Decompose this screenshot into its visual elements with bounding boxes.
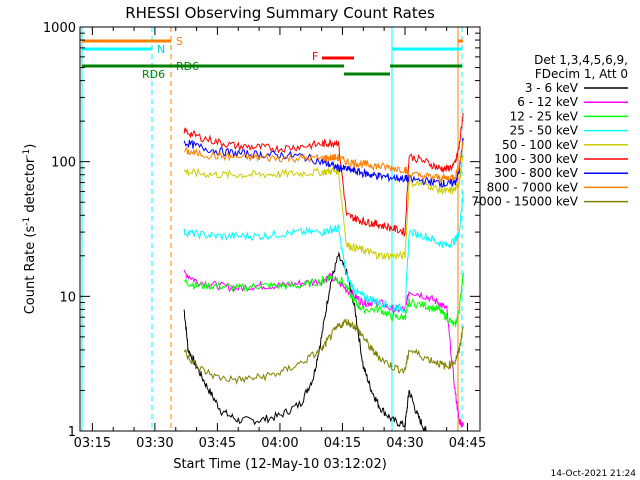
y-axis-label-sup2: -1	[22, 149, 32, 158]
x-tick-label-2: 03:45	[199, 436, 236, 451]
series-line-0	[183, 251, 427, 432]
y-tick-label-2: 100	[51, 156, 76, 171]
axes-frame	[79, 26, 481, 432]
series-line-5	[183, 112, 464, 238]
y-axis-label-part1: Count Rate (s	[23, 226, 38, 315]
series-line-4	[183, 154, 464, 262]
y-tick-label-3: 1000	[43, 21, 76, 36]
x-tick-label-5: 04:30	[386, 436, 423, 451]
y-tick-label-0: 1	[68, 425, 76, 440]
x-tick-label-0: 03:15	[74, 436, 111, 451]
x-tick-label-6: 04:45	[449, 436, 486, 451]
legend-label-1: 6 - 12 keV	[517, 95, 579, 109]
series-line-7	[183, 141, 464, 183]
series-line-2	[183, 272, 464, 328]
series-line-6	[183, 137, 464, 188]
legend-header-line2: FDecim 1, Att 0	[535, 67, 628, 81]
legend-label-6: 300 - 800 keV	[494, 166, 578, 180]
legend-label-7: 800 - 7000 keV	[487, 180, 579, 194]
legend-label-3: 25 - 50 keV	[510, 124, 579, 138]
legend-label-2: 12 - 25 keV	[510, 109, 579, 123]
x-axis-label: Start Time (12-May-10 03:12:02)	[173, 457, 387, 472]
flag-label-rd6-a: RD6	[176, 60, 199, 73]
legend-label-8: 7000 - 15000 keV	[471, 195, 578, 209]
y-axis-label-part2: detector	[23, 157, 38, 217]
plot-area	[81, 27, 464, 432]
y-axis-label-part3: )	[23, 144, 38, 149]
y-axis-label: Count Rate (s-1 detector-1)	[22, 144, 38, 315]
timestamp: 14-Oct-2021 21:24	[551, 469, 637, 479]
x-axis: 03:15 03:30 03:45 04:00 04:15 04:30 04:45	[74, 27, 486, 451]
legend-label-0: 3 - 6 keV	[525, 81, 579, 95]
y-axis-label-sup1: -1	[22, 217, 32, 226]
series-line-3	[183, 191, 464, 314]
flag-label-f: F	[312, 50, 318, 63]
flag-label-s: S	[176, 35, 183, 48]
y-axis: 1 10 100 1000	[43, 21, 480, 440]
legend-label-5: 100 - 300 keV	[494, 152, 578, 166]
series-line-8	[183, 318, 464, 385]
x-tick-label-4: 04:15	[324, 436, 361, 451]
chart-title: RHESSI Observing Summary Count Rates	[125, 4, 435, 22]
x-tick-label-3: 04:00	[261, 436, 298, 451]
legend-label-4: 50 - 100 keV	[502, 138, 579, 152]
y-tick-label-1: 10	[59, 290, 76, 305]
legend-header-line1: Det 1,3,4,5,6,9,	[534, 53, 628, 67]
x-tick-label-1: 03:30	[136, 436, 173, 451]
flag-label-n: N	[157, 43, 165, 56]
flag-label-rd6-b: RD6	[142, 68, 165, 81]
